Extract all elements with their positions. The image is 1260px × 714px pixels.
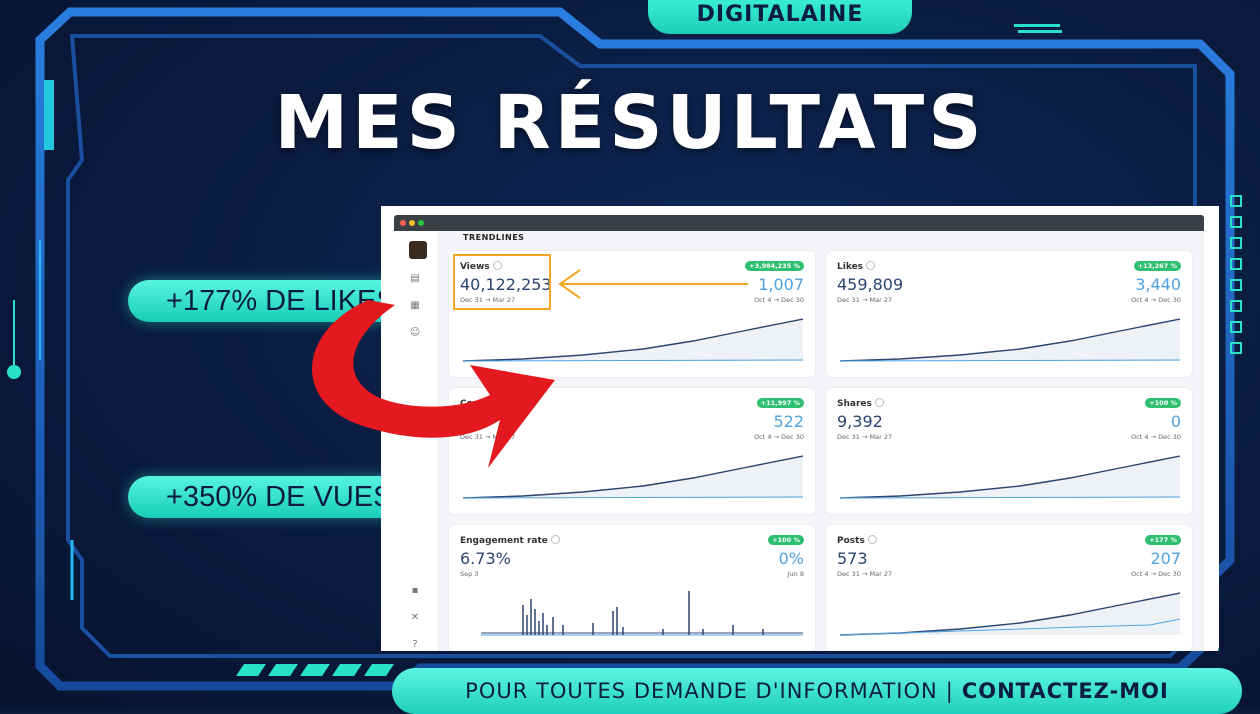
growth-badge: +100 %	[1145, 398, 1181, 408]
metric-previous-range: Oct 4 → Dec 30	[1131, 570, 1181, 578]
metric-value: 9,392	[837, 412, 883, 431]
dashboard-sidebar: ▤ ▦ ☺ ▪ ✕ ?	[394, 231, 439, 651]
metric-previous-range: Jun 8	[787, 570, 804, 578]
metric-range: Dec 31 → Mar 27	[837, 433, 893, 441]
metric-previous-value: 0	[1170, 412, 1181, 431]
metric-card[interactable]: Engagement rate +100 % 6.73% 0% Sep 3 Jun 8	[449, 525, 815, 651]
close-dot-icon	[400, 220, 406, 226]
metric-value: 6.73%	[460, 549, 511, 568]
growth-badge: +13,267 %	[1133, 261, 1181, 271]
growth-badge: +3,984,235 %	[745, 261, 804, 271]
metric-range: Sep 3	[460, 570, 479, 578]
metric-value: 40,122,253	[460, 275, 552, 294]
minimize-dot-icon	[409, 220, 415, 226]
info-icon	[492, 261, 502, 270]
metric-previous-range: Oct 4 → Dec 30	[1131, 296, 1181, 304]
current-area	[463, 456, 803, 498]
metric-previous-value: 3,440	[1135, 275, 1181, 294]
window-titlebar	[394, 215, 1204, 231]
info-icon	[866, 261, 876, 270]
metric-previous-value: 0%	[778, 549, 804, 568]
info-icon	[550, 535, 560, 544]
footer-separator: |	[945, 679, 954, 703]
metric-label: Likes	[837, 261, 876, 272]
current-period-line	[463, 455, 803, 499]
page-title: MES RÉSULTATS	[274, 80, 986, 166]
user-icon[interactable]: ☺	[409, 327, 421, 338]
chat-button[interactable]	[1217, 639, 1219, 651]
metric-label: Views	[460, 261, 502, 272]
metric-label: Comments	[460, 398, 526, 409]
trend-chart	[481, 591, 803, 636]
footer-text: POUR TOUTES DEMANDE D'INFORMATION	[465, 679, 938, 703]
metric-previous-range: Oct 4 → Dec 30	[754, 433, 804, 441]
current-area	[840, 456, 1180, 498]
metric-card[interactable]: Likes +13,267 % 459,809 3,440 Dec 31 → Mar 2…	[826, 251, 1192, 377]
maximize-dot-icon	[418, 220, 424, 226]
trend-chart	[840, 592, 1180, 636]
metric-card[interactable]: Shares +100 % 9,392 0 Dec 31 → Mar 27 Oct 4 →…	[826, 388, 1192, 514]
metric-value: 573	[837, 549, 868, 568]
metric-range: Dec 31 → Mar 27	[837, 296, 893, 304]
bar-chart-icon[interactable]: ▤	[410, 273, 420, 284]
dashboard-content: TRENDLINES Views +3,984,235 % 40,122,253 1,…	[439, 231, 1219, 651]
help-icon[interactable]: ?	[412, 639, 418, 650]
metric-card[interactable]: Comments +11,997 % 522 Dec 31 → Mar 27 Oct 4…	[449, 388, 815, 514]
section-title: TRENDLINES	[463, 233, 525, 242]
metric-previous-value: 207	[1150, 549, 1181, 568]
metric-card[interactable]: Posts +177 % 573 207 Dec 31 → Mar 27 Oct 4 → …	[826, 525, 1192, 651]
views-stat-pill: +350% DE VUES	[128, 476, 428, 518]
info-icon	[867, 535, 877, 544]
current-area	[463, 319, 803, 361]
metric-previous-range: Oct 4 → Dec 30	[754, 296, 804, 304]
metric-previous-range: Oct 4 → Dec 30	[1131, 433, 1181, 441]
avatar[interactable]	[409, 241, 427, 259]
apps-icon[interactable]: ▪	[411, 585, 419, 596]
growth-badge: +11,997 %	[756, 398, 804, 408]
contact-cta[interactable]: CONTACTEZ-MOI	[961, 679, 1169, 703]
trend-chart	[463, 318, 803, 362]
brand-name: DIGITALAINE	[696, 1, 864, 27]
likes-stat-text: +177% DE LIKES	[166, 284, 396, 317]
views-stat-text: +350% DE VUES	[166, 480, 393, 513]
growth-badge: +100 %	[768, 535, 804, 545]
brand-badge: DIGITALAINE	[648, 0, 912, 34]
previous-period-line	[840, 359, 1180, 362]
metric-previous-value: 522	[773, 412, 804, 431]
current-period-line	[840, 455, 1180, 499]
metric-label: Engagement rate	[460, 535, 560, 546]
previous-period-line	[840, 618, 1180, 636]
current-area	[840, 319, 1180, 361]
dashboard-screenshot: ▤ ▦ ☺ ▪ ✕ ? TRENDLINES Views +3,984,235 %…	[381, 206, 1219, 651]
highlight-box	[453, 254, 551, 310]
current-period-line	[840, 318, 1180, 362]
trend-chart	[463, 455, 803, 499]
metric-range: Dec 31 → Mar 27	[837, 570, 893, 578]
expand-icon[interactable]: ✕	[410, 612, 420, 623]
metric-previous-value: 1,007	[758, 275, 804, 294]
trend-chart	[840, 455, 1180, 499]
metric-label: Shares	[837, 398, 884, 409]
trend-chart	[840, 318, 1180, 362]
growth-badge: +177 %	[1145, 535, 1181, 545]
previous-period-line	[463, 496, 803, 499]
current-area	[840, 593, 1180, 635]
metric-value: 459,809	[837, 275, 904, 294]
metric-label: Posts	[837, 535, 877, 546]
table-icon[interactable]: ▦	[410, 300, 420, 311]
metric-range: Dec 31 → Mar 27	[460, 433, 516, 441]
previous-period-line	[840, 496, 1180, 499]
info-icon	[516, 398, 526, 407]
info-icon	[874, 398, 884, 407]
footer-contact-pill[interactable]: POUR TOUTES DEMANDE D'INFORMATION | CONT…	[392, 668, 1242, 714]
